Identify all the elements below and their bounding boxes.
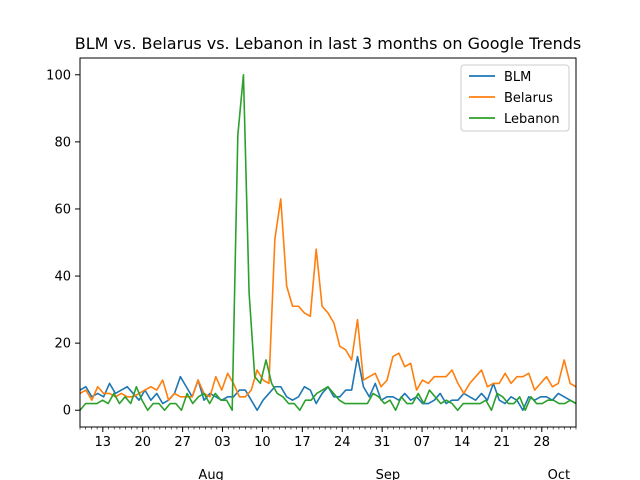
month-label: Oct [548, 468, 570, 480]
legend-label: Belarus [504, 91, 553, 106]
y-tick-label: 40 [54, 270, 71, 285]
month-label: Aug [198, 468, 223, 480]
axes-frame [79, 57, 577, 428]
series-line-blm [79, 355, 577, 412]
x-tick-label: 20 [134, 435, 151, 450]
series-line-lebanon [79, 73, 577, 412]
legend-label: Lebanon [504, 112, 560, 127]
y-tick-label: 100 [46, 68, 71, 83]
legend-label: BLM [504, 70, 531, 85]
y-axis: 0 20 40 60 80 100 [46, 68, 80, 419]
x-tick-label: 24 [334, 435, 351, 450]
x-tick-label: 31 [374, 435, 391, 450]
x-axis: 13 20 27 03 10 17 24 31 07 14 21 28 Aug Sep Oct [79, 427, 577, 480]
y-tick-label: 20 [54, 337, 71, 352]
y-tick-label: 0 [63, 404, 71, 419]
legend: BLM Belarus Lebanon [460, 64, 570, 132]
x-tick-label: 17 [294, 435, 311, 450]
x-tick-label: 14 [454, 435, 471, 450]
legend-box [460, 64, 570, 132]
y-tick-label: 60 [54, 202, 71, 217]
series-lines [79, 73, 577, 412]
x-tick-label: 27 [174, 435, 191, 450]
x-tick-label: 03 [214, 435, 231, 450]
x-tick-label: 10 [254, 435, 271, 450]
x-tick-label: 21 [494, 435, 511, 450]
series-line-belarus [79, 198, 577, 401]
month-label: Sep [376, 468, 401, 480]
y-tick-label: 80 [54, 135, 71, 150]
chart-title: BLM vs. Belarus vs. Lebanon in last 3 mo… [75, 34, 581, 53]
x-tick-label: 07 [414, 435, 431, 450]
x-tick-label: 28 [534, 435, 551, 450]
x-tick-label: 13 [95, 435, 112, 450]
